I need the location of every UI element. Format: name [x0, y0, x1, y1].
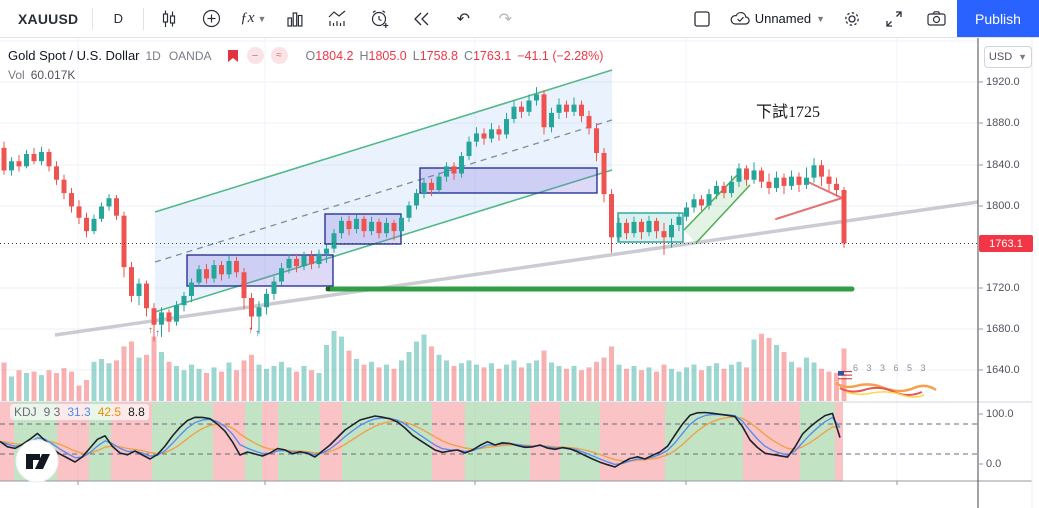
candles-layer — [1, 87, 847, 342]
bar-chart-icon — [287, 11, 303, 27]
fullscreen-icon — [886, 10, 902, 27]
volume-layer — [1, 331, 847, 401]
consolidation-box[interactable] — [419, 167, 598, 194]
kdj-j-value: 8.8 — [128, 405, 145, 419]
publish-button[interactable]: Publish — [957, 0, 1039, 37]
last-price-badge: 1763.1 — [979, 235, 1033, 252]
currency-button[interactable]: USD ▼ — [984, 46, 1032, 68]
stats-button[interactable] — [316, 5, 358, 33]
kdj-pane[interactable] — [0, 402, 978, 481]
candlestick-icon — [163, 10, 176, 27]
gear-icon — [845, 11, 859, 26]
kdj-params: 9 3 — [43, 405, 61, 419]
price-tick-label[interactable]: 0.0 — [986, 458, 1002, 470]
volume-legend: Vol 60.017K — [8, 68, 76, 82]
price-tick-label[interactable]: 1680.0 — [986, 323, 1020, 335]
fullscreen-button[interactable] — [873, 5, 915, 33]
signal-arrow-red: ↑ — [148, 325, 153, 336]
indicators-button[interactable]: ƒx ▼ — [232, 5, 274, 33]
legend-exchange: OANDA — [168, 48, 212, 63]
chart-legend: Gold Spot / U.S. Dollar 1D OANDA – ≈ O18… — [8, 47, 603, 64]
redo-button[interactable]: ↷ — [498, 10, 513, 28]
compare-button[interactable] — [190, 5, 232, 33]
settings-button[interactable] — [831, 5, 873, 33]
tradingview-logo[interactable] — [14, 438, 60, 484]
toolbar-separator — [92, 7, 94, 30]
alarm-clock-plus-icon — [371, 10, 389, 28]
plus-circle-icon — [202, 9, 220, 28]
undo-button[interactable]: ↶ — [456, 10, 471, 28]
consolidation-box[interactable] — [186, 254, 334, 287]
saved-layout-button[interactable]: Unnamed ▼ — [723, 5, 831, 33]
ohlc-values: O1804.2 H1805.0 L1758.8 C1763.1 −41.1 (−… — [305, 48, 604, 63]
volume-value: 60.017K — [30, 68, 76, 82]
top-toolbar: XAUUSD D ƒx ▼ — [0, 0, 1039, 38]
signal-arrow-blue: ↑ — [255, 328, 260, 339]
cloud-check-icon — [730, 11, 750, 25]
layout-square-icon — [694, 10, 710, 27]
symbol-button[interactable]: XAUUSD — [18, 10, 79, 27]
screenshot-button[interactable] — [915, 5, 957, 33]
kdj-legend: KDJ 9 3 31.3 42.5 8.8 — [10, 404, 149, 420]
legend-interval: 1D — [145, 48, 161, 63]
indicator-templates-button[interactable] — [274, 5, 316, 33]
kdj-d-value: 42.5 — [97, 405, 122, 419]
price-tick-label[interactable]: 100.0 — [986, 408, 1014, 420]
legend-title[interactable]: Gold Spot / U.S. Dollar — [8, 48, 140, 63]
sticker-graphic — [835, 371, 937, 398]
camera-icon — [926, 11, 946, 26]
price-tick-label[interactable]: 1880.0 — [986, 117, 1020, 129]
chevron-down-icon: ▼ — [257, 13, 267, 24]
layout-button[interactable] — [681, 5, 723, 33]
hide-icon[interactable]: – — [246, 47, 264, 64]
layout-name-label: Unnamed — [754, 11, 812, 26]
signal-arrow-blue: ↑ — [155, 328, 160, 339]
flag-icon[interactable] — [226, 49, 240, 63]
interval-button[interactable]: D — [113, 11, 124, 26]
price-tick-label[interactable]: 1800.0 — [986, 200, 1020, 212]
fx-icon: ƒx — [240, 10, 255, 26]
gray-trendline[interactable] — [54, 200, 979, 337]
chevron-down-icon: ▼ — [816, 13, 825, 24]
alert-button[interactable] — [358, 5, 400, 33]
change-value: −41.1 (−2.28%) — [517, 48, 604, 63]
toolbar-separator — [143, 7, 145, 30]
small-channel-line[interactable] — [695, 184, 751, 244]
price-tick-label[interactable]: 1840.0 — [986, 159, 1020, 171]
small-channel-line[interactable] — [683, 171, 741, 231]
kdj-k-value: 31.3 — [67, 405, 91, 419]
more-icon[interactable]: ≈ — [270, 47, 288, 64]
price-tick-label[interactable]: 1920.0 — [986, 76, 1020, 88]
sticker-digits: 6 3 3 6 5 3 — [853, 363, 929, 373]
price-target-annotation[interactable]: 下試1725 — [756, 104, 821, 121]
chart-style-button[interactable] — [148, 5, 190, 33]
wedge-line[interactable] — [775, 197, 843, 220]
price-tick-label[interactable]: 1640.0 — [986, 364, 1020, 376]
replay-button[interactable] — [400, 5, 442, 33]
chart-stats-icon — [328, 10, 346, 26]
rewind-icon — [414, 12, 429, 25]
signal-arrow-red: ↑ — [248, 325, 253, 336]
chevron-down-icon: ▼ — [1018, 52, 1028, 62]
price-tick-label[interactable]: 1720.0 — [986, 282, 1020, 294]
